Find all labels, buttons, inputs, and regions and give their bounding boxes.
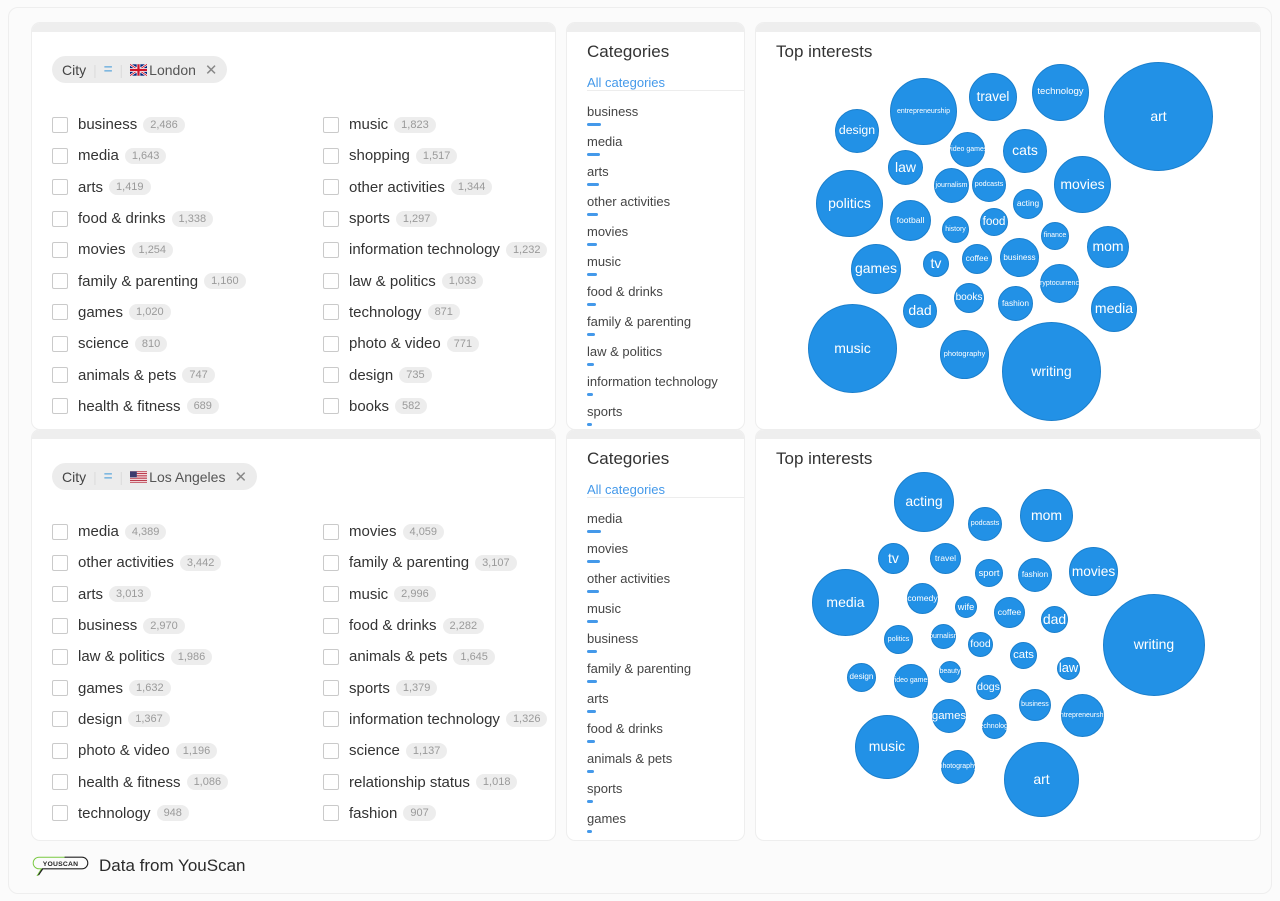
svg-text:YOUSCAN: YOUSCAN	[43, 861, 78, 868]
